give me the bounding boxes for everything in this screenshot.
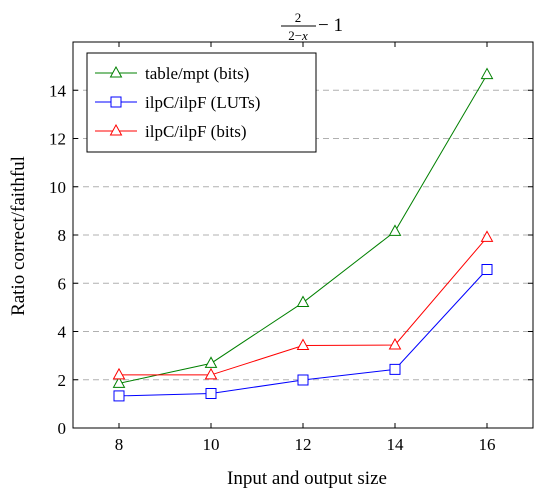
x-tick-label: 12: [295, 435, 312, 454]
legend-entry: ilpC/ilpF (LUTs): [95, 93, 260, 112]
data-point: [296, 295, 310, 308]
y-tick-label: 2: [58, 371, 67, 390]
data-point: [296, 338, 310, 350]
legend-label: ilpC/ilpF (bits): [145, 122, 247, 141]
x-tick-label: 14: [387, 435, 405, 454]
y-tick-label: 6: [58, 274, 67, 293]
series-3: [112, 230, 494, 380]
y-axis-label: Ratio correct/faithful: [8, 156, 29, 316]
legend-entry: table/mpt (bits): [95, 64, 249, 83]
series-2: [113, 263, 493, 402]
y-tick-label: 14: [49, 81, 67, 100]
data-point: [112, 376, 126, 388]
data-point: [388, 337, 402, 350]
data-point: [389, 363, 401, 375]
data-point: [204, 367, 218, 380]
legend-label: table/mpt (bits): [145, 64, 249, 83]
x-tick-label: 8: [115, 435, 124, 454]
data-point: [480, 67, 494, 80]
title-numerator: 2: [295, 10, 302, 25]
data-point: [388, 224, 402, 236]
data-point: [481, 263, 493, 275]
chart-title: 2 2−x − 1: [281, 10, 343, 43]
y-tick-label: 8: [58, 226, 67, 245]
x-axis-label: Input and output size: [227, 468, 387, 489]
x-tick-label: 10: [203, 435, 220, 454]
title-denominator-prefix: 2−: [288, 28, 302, 43]
data-point: [204, 356, 218, 368]
data-point: [205, 388, 217, 400]
data-point: [112, 367, 126, 380]
plot-frame: [72, 41, 534, 429]
x-axis-ticks: 8 10 12 14 16: [115, 42, 496, 454]
legend: table/mpt (bits) ilpC/ilpF (LUTs) ilpC/ilp…: [86, 52, 317, 153]
y-axis-ticks: 0 2 4 6 8 10 12 14: [49, 81, 533, 438]
series-layer: [112, 67, 494, 402]
y-tick-label: 4: [58, 323, 67, 342]
y-tick-label: 0: [58, 419, 67, 438]
y-tick-label: 12: [49, 130, 66, 149]
data-point: [480, 230, 494, 242]
legend-marker: [110, 96, 122, 108]
data-point: [113, 390, 125, 402]
title-denominator-variable: x: [301, 28, 308, 43]
title-suffix: − 1: [318, 15, 343, 36]
title-denominator: 2−x: [288, 28, 308, 43]
legend-entry: ilpC/ilpF (bits): [95, 122, 247, 141]
y-tick-label: 10: [49, 178, 66, 197]
legend-marker: [109, 65, 123, 78]
legend-marker: [109, 123, 123, 136]
legend-label: ilpC/ilpF (LUTs): [145, 93, 260, 112]
series-1: [112, 67, 494, 388]
data-point: [297, 374, 309, 386]
x-tick-label: 16: [479, 435, 496, 454]
